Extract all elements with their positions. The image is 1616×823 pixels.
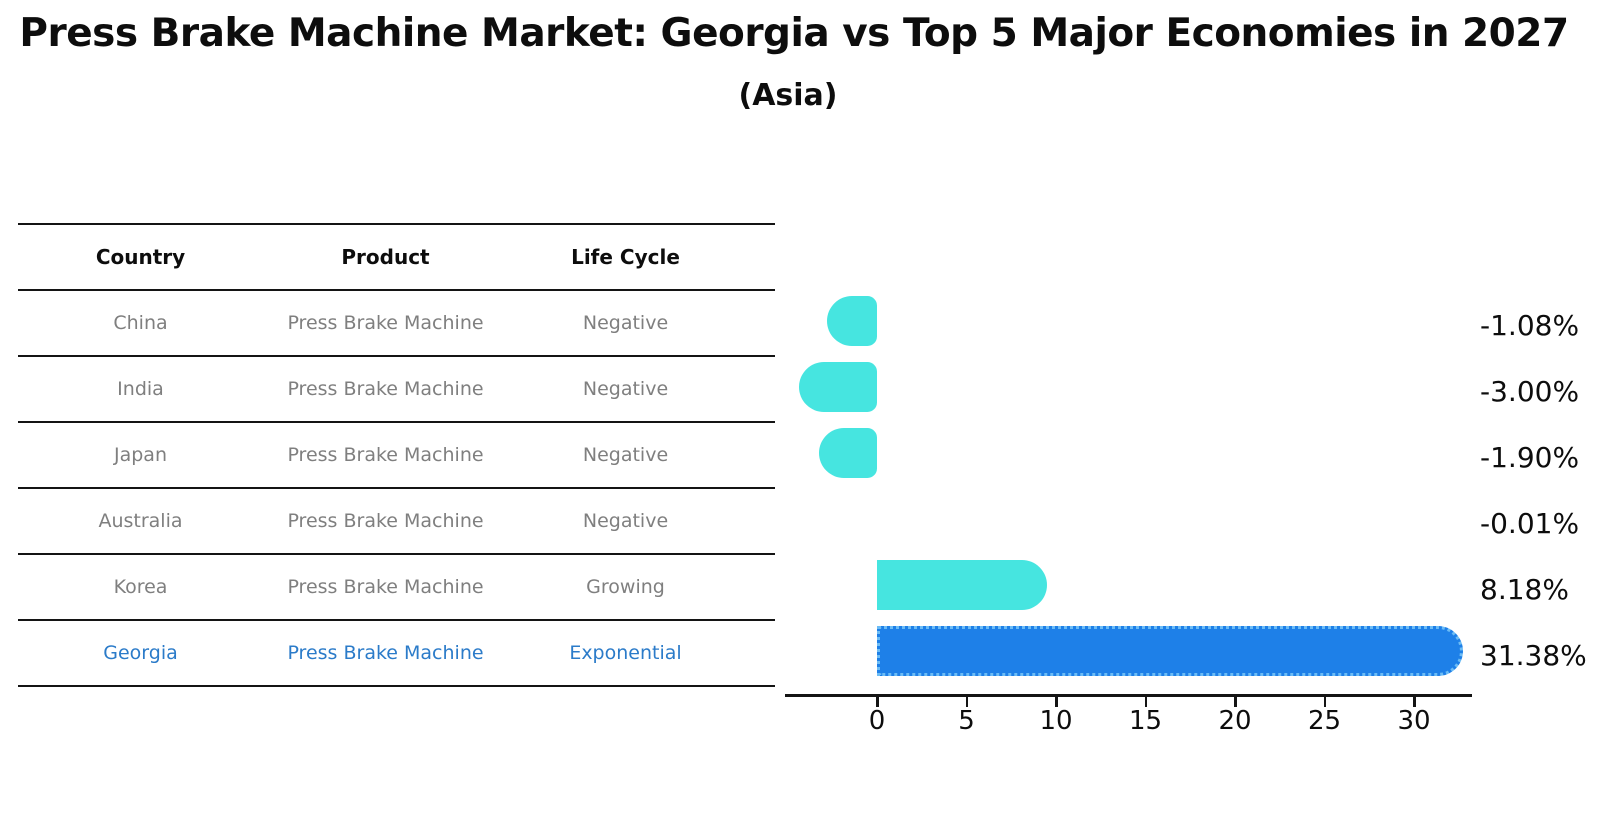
x-axis-tick [1055, 697, 1058, 707]
bar-korea [877, 560, 1048, 610]
table-cell-life-cycle: Growing [586, 576, 665, 598]
table-header-cell-product: Product [341, 245, 430, 269]
table-cell-life-cycle: Negative [582, 312, 669, 334]
x-axis-tick [1323, 697, 1326, 707]
x-axis-tick-label: 15 [1128, 706, 1163, 736]
x-axis-tick [1144, 697, 1147, 707]
bar-china [827, 296, 877, 346]
chart-title: Press Brake Machine Market: Georgia vs T… [19, 11, 1569, 56]
table-header-cell-country: Country [95, 245, 186, 269]
value-label-china: -1.08% [1480, 309, 1580, 342]
table-cell-country: China [113, 312, 168, 334]
x-axis-tick [876, 697, 879, 707]
x-axis-tick-label: 25 [1307, 706, 1342, 736]
value-label-india: -3.00% [1480, 375, 1580, 408]
bar-georgia [877, 626, 1463, 676]
table-cell-product: Press Brake Machine [287, 312, 484, 334]
table-cell-country: Japan [114, 444, 167, 466]
value-label-korea: 8.18% [1480, 573, 1569, 606]
table-cell-product: Press Brake Machine [287, 444, 484, 466]
x-axis-tick [1413, 697, 1416, 707]
table-cell-country: Korea [113, 576, 168, 598]
x-axis-tick-label: 10 [1039, 706, 1073, 736]
x-axis-tick-label: 0 [868, 706, 886, 736]
table-cell-life-cycle: Exponential [569, 642, 682, 664]
table-row-japan: Japan Press Brake Machine Negative [18, 421, 775, 487]
value-label-georgia: 31.38% [1480, 639, 1587, 672]
chart-subtitle: (Asia) [738, 78, 838, 113]
table-cell-product: Press Brake Machine [287, 642, 484, 664]
x-axis-tick-label: 20 [1218, 706, 1252, 736]
table-header-cell-life-cycle: Life Cycle [571, 245, 680, 269]
table-cell-product: Press Brake Machine [287, 576, 484, 598]
x-axis-tick [965, 697, 968, 707]
x-axis-line [785, 694, 1472, 697]
x-axis-tick [1234, 697, 1237, 707]
table-cell-product: Press Brake Machine [287, 510, 484, 532]
table-row-china: China Press Brake Machine Negative [18, 289, 775, 355]
table-cell-product: Press Brake Machine [287, 378, 484, 400]
table-row-australia: Australia Press Brake Machine Negative [18, 487, 775, 553]
table-row-india: India Press Brake Machine Negative [18, 355, 775, 421]
table-header-row: Country Product Life Cycle [18, 223, 775, 289]
table-row-korea: Korea Press Brake Machine Growing [18, 553, 775, 619]
bar-india [799, 362, 877, 412]
bar-japan [818, 428, 877, 478]
table-cell-country: Australia [98, 510, 183, 532]
value-label-australia: -0.01% [1480, 507, 1580, 540]
x-axis-tick-label: 30 [1397, 706, 1431, 736]
value-label-japan: -1.90% [1480, 441, 1580, 474]
table-cell-life-cycle: Negative [582, 378, 669, 400]
table-cell-country: Georgia [103, 642, 178, 664]
comparison-table: Country Product Life Cycle China Press Brake… [18, 223, 775, 687]
table-cell-life-cycle: Negative [582, 444, 669, 466]
table-cell-country: India [117, 378, 164, 400]
x-axis-tick-label: 5 [958, 706, 975, 736]
table-cell-life-cycle: Negative [582, 510, 669, 532]
table-row-georgia: Georgia Press Brake Machine Exponential [18, 619, 775, 687]
